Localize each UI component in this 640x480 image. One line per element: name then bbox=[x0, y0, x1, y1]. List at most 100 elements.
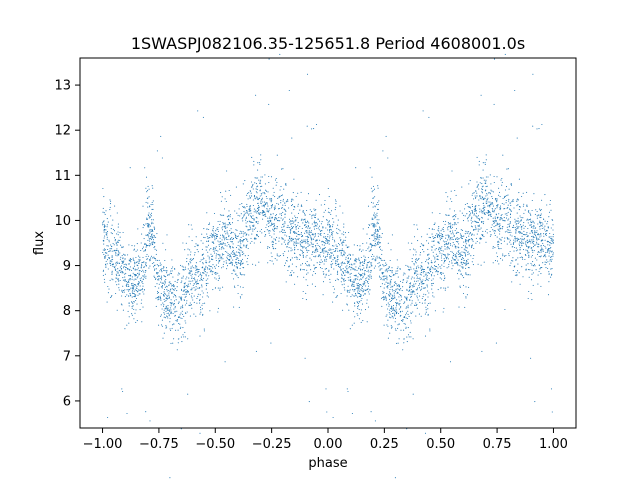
data-point bbox=[357, 289, 359, 291]
data-point bbox=[323, 236, 325, 238]
data-point bbox=[427, 248, 429, 250]
data-point bbox=[386, 304, 388, 306]
data-point bbox=[217, 250, 219, 252]
data-point bbox=[501, 177, 503, 180]
data-point bbox=[285, 281, 287, 283]
data-point bbox=[306, 251, 308, 253]
data-point bbox=[394, 297, 396, 299]
data-point bbox=[141, 263, 143, 265]
data-point bbox=[160, 279, 163, 281]
data-point bbox=[416, 289, 418, 291]
data-point bbox=[390, 282, 392, 284]
data-point bbox=[415, 258, 417, 260]
data-point bbox=[313, 222, 315, 224]
data-point bbox=[145, 176, 148, 178]
data-point bbox=[249, 242, 251, 244]
data-point bbox=[191, 228, 193, 230]
data-point bbox=[135, 290, 137, 292]
data-point bbox=[443, 265, 445, 268]
data-point bbox=[284, 210, 287, 212]
data-point bbox=[203, 330, 205, 332]
data-point bbox=[177, 319, 179, 321]
data-point bbox=[265, 196, 267, 198]
data-point bbox=[457, 264, 459, 266]
data-point bbox=[305, 229, 307, 232]
data-point bbox=[425, 273, 427, 276]
data-point bbox=[451, 245, 454, 247]
data-point bbox=[221, 243, 223, 245]
data-point bbox=[347, 258, 349, 260]
data-point bbox=[122, 231, 124, 234]
data-point bbox=[240, 261, 242, 263]
data-point bbox=[323, 252, 325, 254]
data-point bbox=[454, 189, 456, 192]
data-point bbox=[240, 213, 242, 215]
data-point bbox=[317, 233, 319, 235]
data-point bbox=[523, 237, 525, 239]
data-point bbox=[205, 274, 207, 276]
data-point bbox=[234, 270, 236, 272]
data-point bbox=[185, 293, 187, 295]
data-point bbox=[483, 205, 485, 207]
data-point bbox=[236, 235, 238, 238]
data-point bbox=[439, 266, 441, 268]
data-point bbox=[300, 264, 302, 266]
data-point bbox=[506, 230, 508, 232]
data-point bbox=[549, 203, 551, 205]
data-point bbox=[459, 256, 461, 258]
data-point bbox=[509, 234, 511, 236]
data-point bbox=[385, 315, 387, 317]
data-point bbox=[444, 256, 447, 258]
data-point bbox=[134, 295, 136, 297]
data-point bbox=[457, 263, 459, 265]
data-point bbox=[284, 234, 286, 236]
data-point bbox=[258, 212, 260, 214]
data-point bbox=[301, 242, 303, 244]
data-point bbox=[222, 242, 224, 244]
data-point bbox=[507, 232, 509, 234]
data-point bbox=[126, 267, 129, 270]
data-point bbox=[510, 262, 512, 264]
data-point bbox=[264, 231, 266, 233]
data-point bbox=[366, 233, 368, 235]
data-point bbox=[456, 257, 458, 259]
data-point bbox=[325, 237, 327, 240]
data-point bbox=[453, 210, 456, 212]
data-point bbox=[447, 214, 449, 216]
data-point bbox=[321, 267, 323, 270]
data-point bbox=[302, 235, 304, 237]
data-point bbox=[327, 239, 329, 241]
data-point bbox=[302, 297, 304, 300]
data-point bbox=[476, 181, 478, 183]
data-point bbox=[156, 273, 158, 275]
data-point bbox=[105, 210, 107, 212]
data-point bbox=[234, 210, 236, 212]
data-point bbox=[359, 295, 361, 297]
data-point bbox=[219, 287, 221, 289]
data-point bbox=[165, 325, 167, 327]
data-point bbox=[237, 235, 239, 237]
data-point bbox=[188, 285, 190, 287]
data-point bbox=[454, 258, 456, 260]
data-point bbox=[165, 267, 168, 269]
data-point bbox=[131, 245, 133, 247]
data-point bbox=[384, 283, 386, 285]
data-point bbox=[281, 207, 283, 209]
data-point bbox=[309, 227, 311, 229]
data-point bbox=[279, 195, 281, 197]
data-point bbox=[367, 282, 369, 285]
data-point bbox=[471, 233, 473, 235]
data-point bbox=[353, 322, 355, 324]
data-point bbox=[455, 194, 457, 196]
data-point bbox=[348, 309, 350, 311]
data-point bbox=[114, 239, 116, 241]
data-point bbox=[255, 211, 257, 213]
data-point bbox=[458, 249, 460, 252]
data-point bbox=[255, 227, 257, 229]
data-point bbox=[145, 223, 147, 225]
data-point bbox=[270, 220, 272, 222]
data-point bbox=[373, 236, 375, 238]
data-point bbox=[104, 252, 106, 254]
data-point bbox=[318, 254, 320, 256]
data-point bbox=[232, 278, 235, 280]
